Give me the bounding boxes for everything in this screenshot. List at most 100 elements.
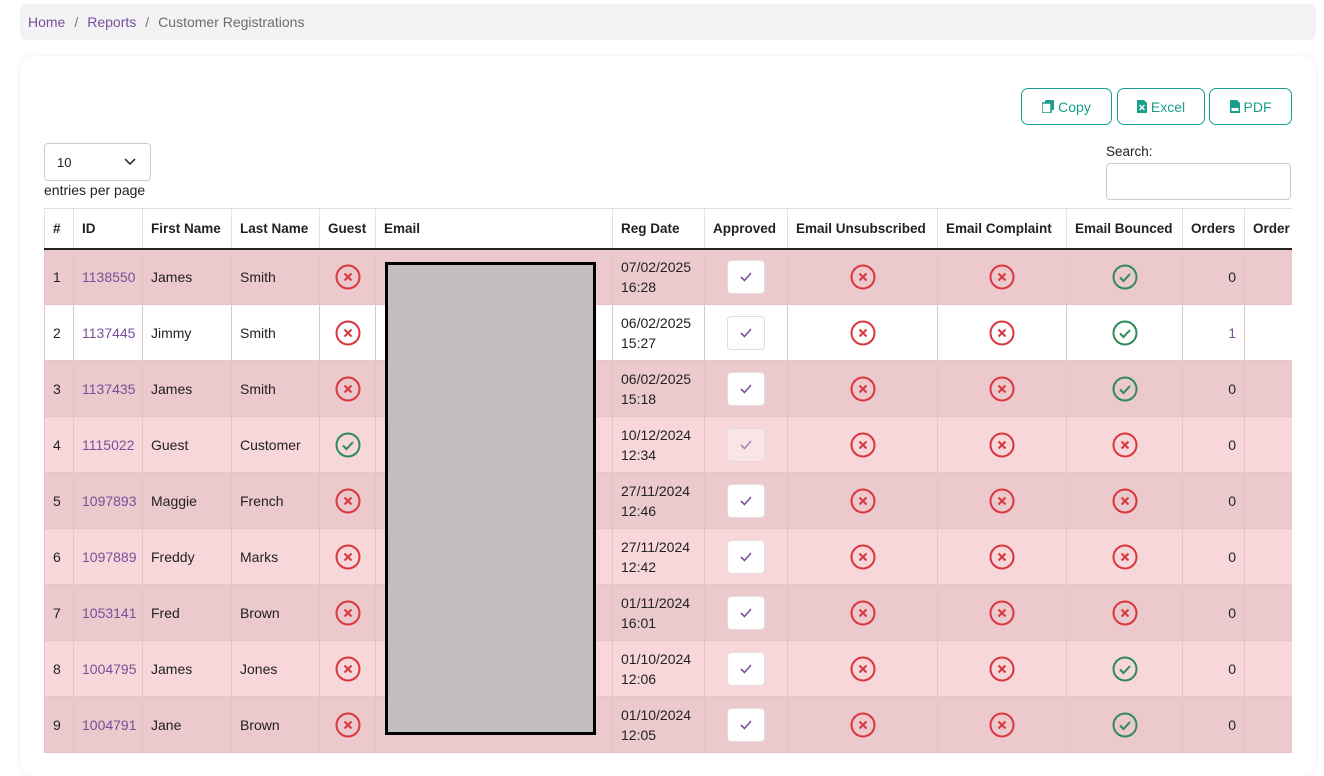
row-number: 3	[44, 360, 74, 417]
redaction-box	[385, 262, 596, 735]
approved-checkbox[interactable]	[727, 483, 765, 518]
row-number: 4	[44, 416, 74, 473]
column-header[interactable]: Email Bounced	[1066, 208, 1183, 250]
column-header[interactable]: Reg Date	[612, 208, 705, 250]
column-header[interactable]: #	[44, 208, 74, 250]
customer-id-link[interactable]: 1053141	[82, 604, 137, 621]
orders-count: 0	[1228, 548, 1236, 565]
orders-count: 0	[1228, 716, 1236, 733]
approved-checkbox[interactable]	[727, 651, 765, 686]
reg-date: 01/10/2024	[621, 650, 692, 667]
breadcrumb-link[interactable]: Home	[28, 14, 66, 30]
row-number: 6	[44, 528, 74, 585]
reg-time: 12:34	[621, 446, 657, 463]
reg-date-cell: 06/02/2025 15:18	[612, 360, 705, 417]
customer-id-link[interactable]: 1097889	[82, 548, 137, 565]
breadcrumb: Home Reports Customer Registrations	[20, 4, 1316, 40]
customer-id-link[interactable]: 1004795	[82, 660, 137, 677]
bounced-cell	[1066, 584, 1183, 641]
column-header[interactable]: Orders	[1182, 208, 1245, 250]
reg-time: 12:06	[621, 670, 657, 687]
bounced-cell	[1066, 472, 1183, 529]
reg-date: 06/02/2025	[621, 370, 692, 387]
customer-id-link[interactable]: 1097893	[82, 492, 137, 509]
column-header[interactable]: First Name	[142, 208, 232, 250]
first-name: Jimmy	[142, 304, 232, 361]
orders-cell: 0	[1182, 472, 1245, 529]
orders-count: 0	[1228, 380, 1236, 397]
orders-cell: 0	[1182, 360, 1245, 417]
guest-cell	[319, 528, 376, 585]
unsubscribed-cell	[787, 584, 938, 641]
guest-cell	[319, 304, 376, 361]
column-header[interactable]: Email	[375, 208, 613, 250]
check-mark	[740, 383, 752, 394]
no-icon	[1112, 488, 1137, 513]
approved-checkbox[interactable]	[727, 371, 765, 406]
id-cell: 1115022	[73, 416, 143, 473]
excel-button[interactable]: Excel	[1117, 88, 1205, 125]
unsubscribed-cell	[787, 528, 938, 585]
unsubscribed-cell	[787, 472, 938, 529]
id-cell: 1138550	[73, 248, 143, 305]
column-header[interactable]: Guest	[319, 208, 376, 250]
customer-id-link[interactable]: 1138550	[82, 268, 136, 285]
table-row: 7 1053141 Fred Brown 01/11/2024 16:01 0	[44, 584, 1292, 641]
row-number: 2	[44, 304, 74, 361]
column-header[interactable]: Approved	[704, 208, 788, 250]
approved-checkbox[interactable]	[727, 707, 765, 742]
no-icon	[1112, 544, 1137, 569]
no-icon	[850, 320, 875, 345]
customer-id-link[interactable]: 1137435	[82, 380, 136, 397]
column-header[interactable]: ID	[73, 208, 143, 250]
copy-button[interactable]: Copy	[1021, 88, 1112, 125]
no-icon	[850, 432, 875, 457]
yes-icon	[1112, 376, 1137, 401]
bounced-cell	[1066, 304, 1183, 361]
guest-cell	[319, 360, 376, 417]
orders-count: 0	[1228, 660, 1236, 677]
table-row: 4 1115022 Guest Customer 10/12/2024 12:34 0	[44, 416, 1292, 473]
unsubscribed-cell	[787, 416, 938, 473]
check-mark	[740, 439, 752, 450]
reg-date-cell: 06/02/2025 15:27	[612, 304, 705, 361]
row-number: 7	[44, 584, 74, 641]
approved-checkbox[interactable]	[727, 259, 765, 294]
search-input[interactable]	[1106, 163, 1291, 200]
customer-id-link[interactable]: 1115022	[82, 436, 135, 453]
approved-checkbox[interactable]	[727, 595, 765, 630]
complaint-cell	[937, 640, 1067, 697]
orders-count: 0	[1228, 268, 1236, 285]
reg-date-cell: 07/02/2025 16:28	[612, 248, 705, 305]
no-icon	[989, 320, 1015, 345]
unsubscribed-cell	[787, 696, 938, 753]
guest-cell	[319, 640, 376, 697]
pdf-button[interactable]: PDF	[1209, 88, 1292, 125]
order-cell	[1244, 528, 1292, 585]
no-icon	[850, 264, 875, 290]
first-name: James	[142, 640, 232, 697]
reg-date: 27/11/2024	[621, 482, 691, 499]
button-label: Excel	[1150, 98, 1186, 115]
orders-count: 0	[1228, 436, 1236, 453]
breadcrumb-link[interactable]: Reports	[65, 14, 136, 30]
no-icon	[989, 712, 1015, 737]
yes-icon	[1112, 264, 1137, 290]
column-header[interactable]: Order	[1244, 208, 1292, 250]
bounced-cell	[1066, 528, 1183, 585]
orders-cell: 0	[1182, 640, 1245, 697]
column-header[interactable]: Email Unsubscribed	[787, 208, 938, 250]
page-length-select[interactable]: 10	[44, 143, 151, 181]
approved-cell	[704, 640, 788, 697]
customer-id-link[interactable]: 1004791	[82, 716, 137, 733]
no-icon	[850, 544, 875, 569]
last-name: Smith	[231, 248, 320, 305]
reg-date-cell: 10/12/2024 12:34	[612, 416, 705, 473]
approved-checkbox[interactable]	[727, 539, 765, 574]
approved-checkbox[interactable]	[727, 315, 765, 350]
column-header[interactable]: Last Name	[231, 208, 320, 250]
first-name: Maggie	[142, 472, 232, 529]
yes-icon	[1112, 656, 1137, 681]
customer-id-link[interactable]: 1137445	[82, 324, 136, 341]
column-header[interactable]: Email Complaint	[937, 208, 1067, 250]
